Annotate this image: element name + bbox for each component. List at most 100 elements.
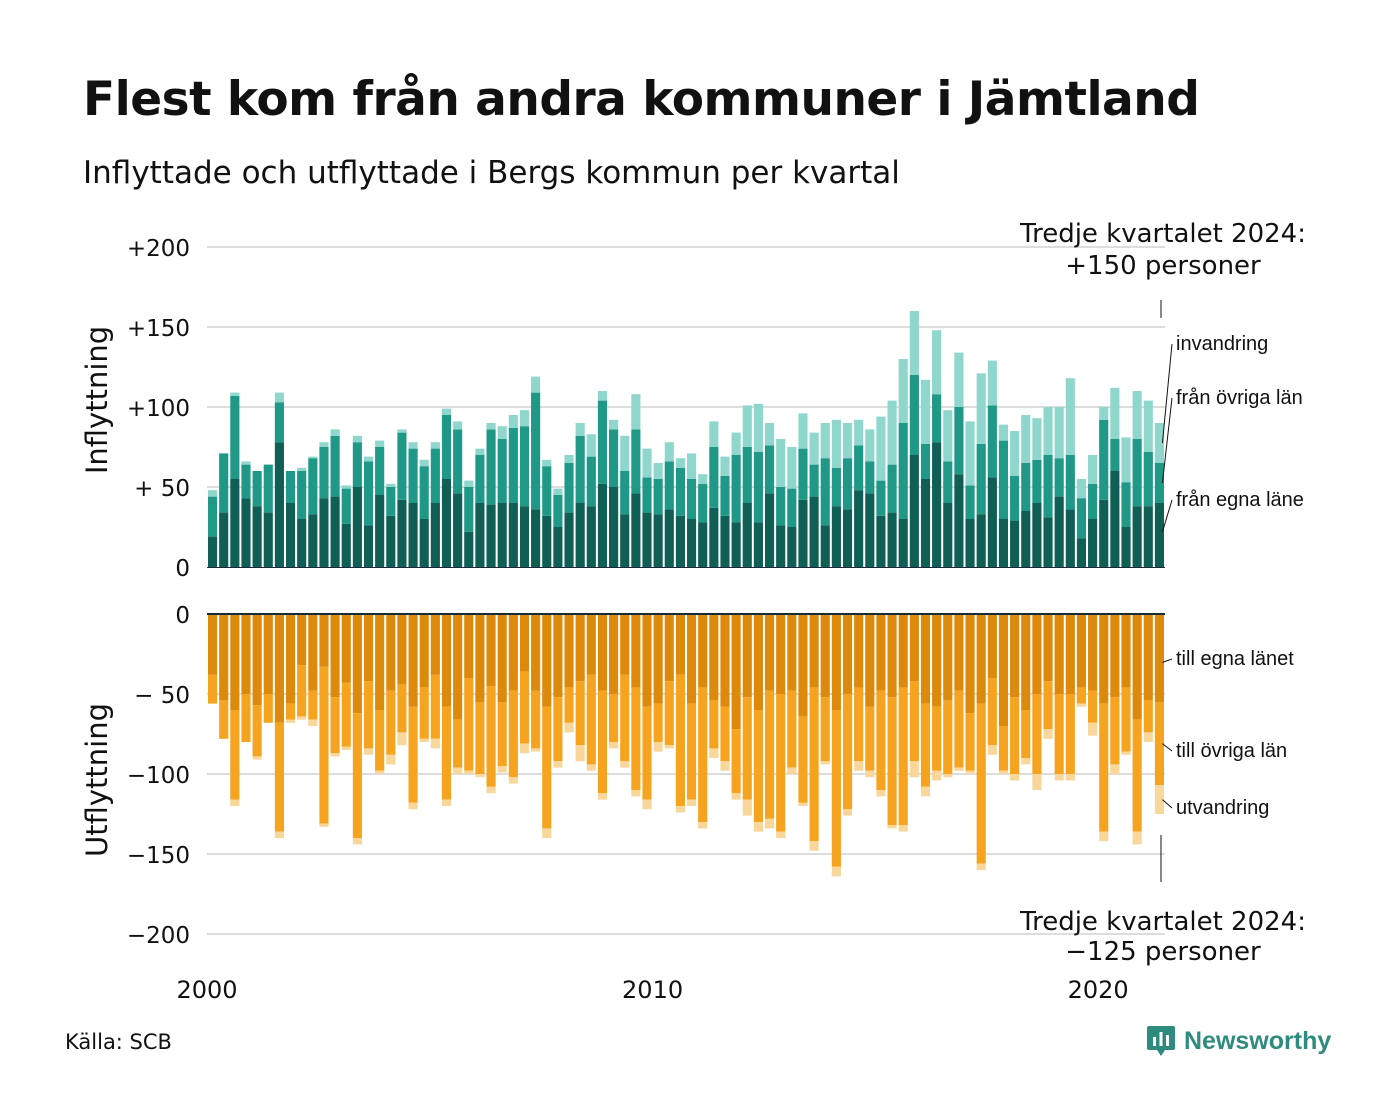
bar-från-egna-läne bbox=[753, 522, 763, 567]
bar-till-övriga-län bbox=[642, 706, 652, 800]
bar-från-övriga-län bbox=[865, 461, 875, 494]
bar-från-övriga-län bbox=[1010, 475, 1020, 521]
bar-från-egna-läne bbox=[809, 496, 819, 567]
bar-till-egna-länet bbox=[720, 614, 730, 707]
bars-utflyttning bbox=[208, 614, 1164, 877]
bar-till-egna-länet bbox=[842, 614, 853, 694]
bar-från-egna-läne bbox=[274, 442, 284, 567]
bar-utvandring bbox=[720, 761, 730, 771]
bar-till-egna-länet bbox=[653, 614, 663, 704]
bar-från-övriga-län bbox=[1021, 463, 1031, 511]
bar-från-egna-läne bbox=[798, 499, 808, 567]
bar-utvandring bbox=[1032, 774, 1042, 790]
bar-invandring bbox=[375, 440, 385, 447]
bar-till-egna-länet bbox=[219, 614, 229, 701]
bar-till-egna-länet bbox=[1021, 614, 1031, 710]
bar-till-övriga-län bbox=[230, 710, 240, 800]
bar-utvandring bbox=[375, 770, 385, 774]
bar-utvandring bbox=[709, 748, 719, 758]
bar-till-egna-länet bbox=[230, 614, 240, 710]
bar-från-övriga-län bbox=[998, 440, 1009, 519]
bar-till-egna-länet bbox=[297, 614, 307, 666]
bar-från-egna-läne bbox=[854, 490, 864, 567]
bar-från-egna-läne bbox=[308, 514, 318, 567]
bar-till-övriga-län bbox=[1054, 694, 1064, 774]
bar-utvandring bbox=[1132, 831, 1142, 845]
bar-invandring bbox=[898, 359, 908, 423]
bar-utvandring bbox=[776, 831, 786, 838]
bar-utvandring bbox=[842, 809, 853, 816]
bar-till-övriga-län bbox=[586, 674, 596, 765]
bar-från-övriga-län bbox=[1088, 483, 1098, 519]
bar-från-övriga-län bbox=[441, 415, 452, 479]
bar-utvandring bbox=[341, 746, 351, 750]
bar-invandring bbox=[419, 459, 429, 467]
bar-till-övriga-län bbox=[753, 710, 763, 822]
bar-från-egna-läne bbox=[998, 519, 1009, 567]
bar-utvandring bbox=[1110, 764, 1120, 774]
bar-till-övriga-län bbox=[531, 690, 541, 749]
bar-till-övriga-län bbox=[419, 687, 429, 739]
bar-invandring bbox=[620, 435, 630, 471]
bar-till-egna-länet bbox=[1121, 614, 1131, 688]
bar-från-övriga-län bbox=[787, 488, 797, 527]
chart-title: Flest kom från andra kommuner i Jämtland bbox=[83, 72, 1200, 127]
bar-invandring bbox=[1110, 387, 1120, 439]
bar-till-övriga-län bbox=[865, 706, 875, 771]
bar-från-egna-läne bbox=[542, 515, 552, 567]
bar-från-övriga-län bbox=[363, 461, 374, 526]
bar-från-övriga-län bbox=[252, 471, 262, 507]
bar-till-egna-länet bbox=[742, 614, 752, 698]
bar-utvandring bbox=[798, 802, 808, 806]
bar-invandring bbox=[597, 391, 608, 401]
bar-till-egna-länet bbox=[553, 614, 563, 698]
bar-invandring bbox=[575, 423, 585, 436]
bar-från-övriga-län bbox=[352, 442, 362, 487]
bar-till-övriga-län bbox=[1154, 702, 1164, 786]
bar-till-övriga-län bbox=[386, 690, 396, 755]
bar-från-egna-läne bbox=[954, 474, 964, 567]
bar-till-övriga-län bbox=[575, 681, 585, 746]
bar-till-egna-länet bbox=[464, 614, 474, 678]
bar-till-egna-länet bbox=[887, 614, 897, 698]
series-label: invandring bbox=[1176, 333, 1268, 355]
bar-till-övriga-län bbox=[330, 697, 340, 754]
bar-utvandring bbox=[553, 761, 563, 768]
bar-från-övriga-län bbox=[709, 447, 719, 508]
bar-till-övriga-län bbox=[620, 674, 630, 762]
leader-line bbox=[1162, 743, 1173, 752]
bar-från-egna-läne bbox=[653, 514, 663, 567]
bar-invandring bbox=[720, 456, 730, 476]
bar-till-övriga-län bbox=[486, 686, 496, 787]
bar-till-övriga-län bbox=[709, 700, 719, 749]
bar-till-övriga-län bbox=[742, 697, 752, 800]
bar-invandring bbox=[742, 405, 752, 447]
bar-till-egna-länet bbox=[709, 614, 719, 701]
bar-till-egna-länet bbox=[531, 614, 541, 691]
bar-till-egna-länet bbox=[809, 614, 819, 688]
bar-invandring bbox=[609, 419, 619, 430]
bar-till-övriga-län bbox=[887, 697, 897, 826]
bar-till-övriga-län bbox=[1021, 710, 1031, 758]
bar-till-egna-länet bbox=[586, 614, 596, 675]
bar-invandring bbox=[731, 432, 741, 455]
bar-till-övriga-län bbox=[787, 690, 797, 768]
bar-invandring bbox=[887, 400, 897, 465]
bar-invandring bbox=[542, 459, 552, 467]
bar-till-övriga-län bbox=[664, 681, 674, 746]
bar-till-egna-länet bbox=[285, 614, 296, 704]
bar-till-övriga-län bbox=[553, 697, 563, 762]
bar-utvandring bbox=[408, 802, 418, 810]
bar-från-övriga-län bbox=[308, 458, 318, 515]
bar-till-övriga-län bbox=[464, 678, 474, 771]
bar-från-övriga-län bbox=[1076, 498, 1087, 539]
bar-till-övriga-län bbox=[820, 697, 830, 762]
bar-utvandring bbox=[642, 799, 652, 810]
bar-invandring bbox=[519, 410, 530, 427]
bar-till-egna-länet bbox=[1132, 614, 1142, 720]
bar-från-övriga-län bbox=[764, 445, 775, 494]
bar-till-egna-länet bbox=[909, 614, 919, 682]
y-tick-label: +150 bbox=[127, 316, 190, 342]
bar-till-egna-länet bbox=[876, 614, 886, 691]
bar-från-övriga-län bbox=[341, 488, 351, 524]
